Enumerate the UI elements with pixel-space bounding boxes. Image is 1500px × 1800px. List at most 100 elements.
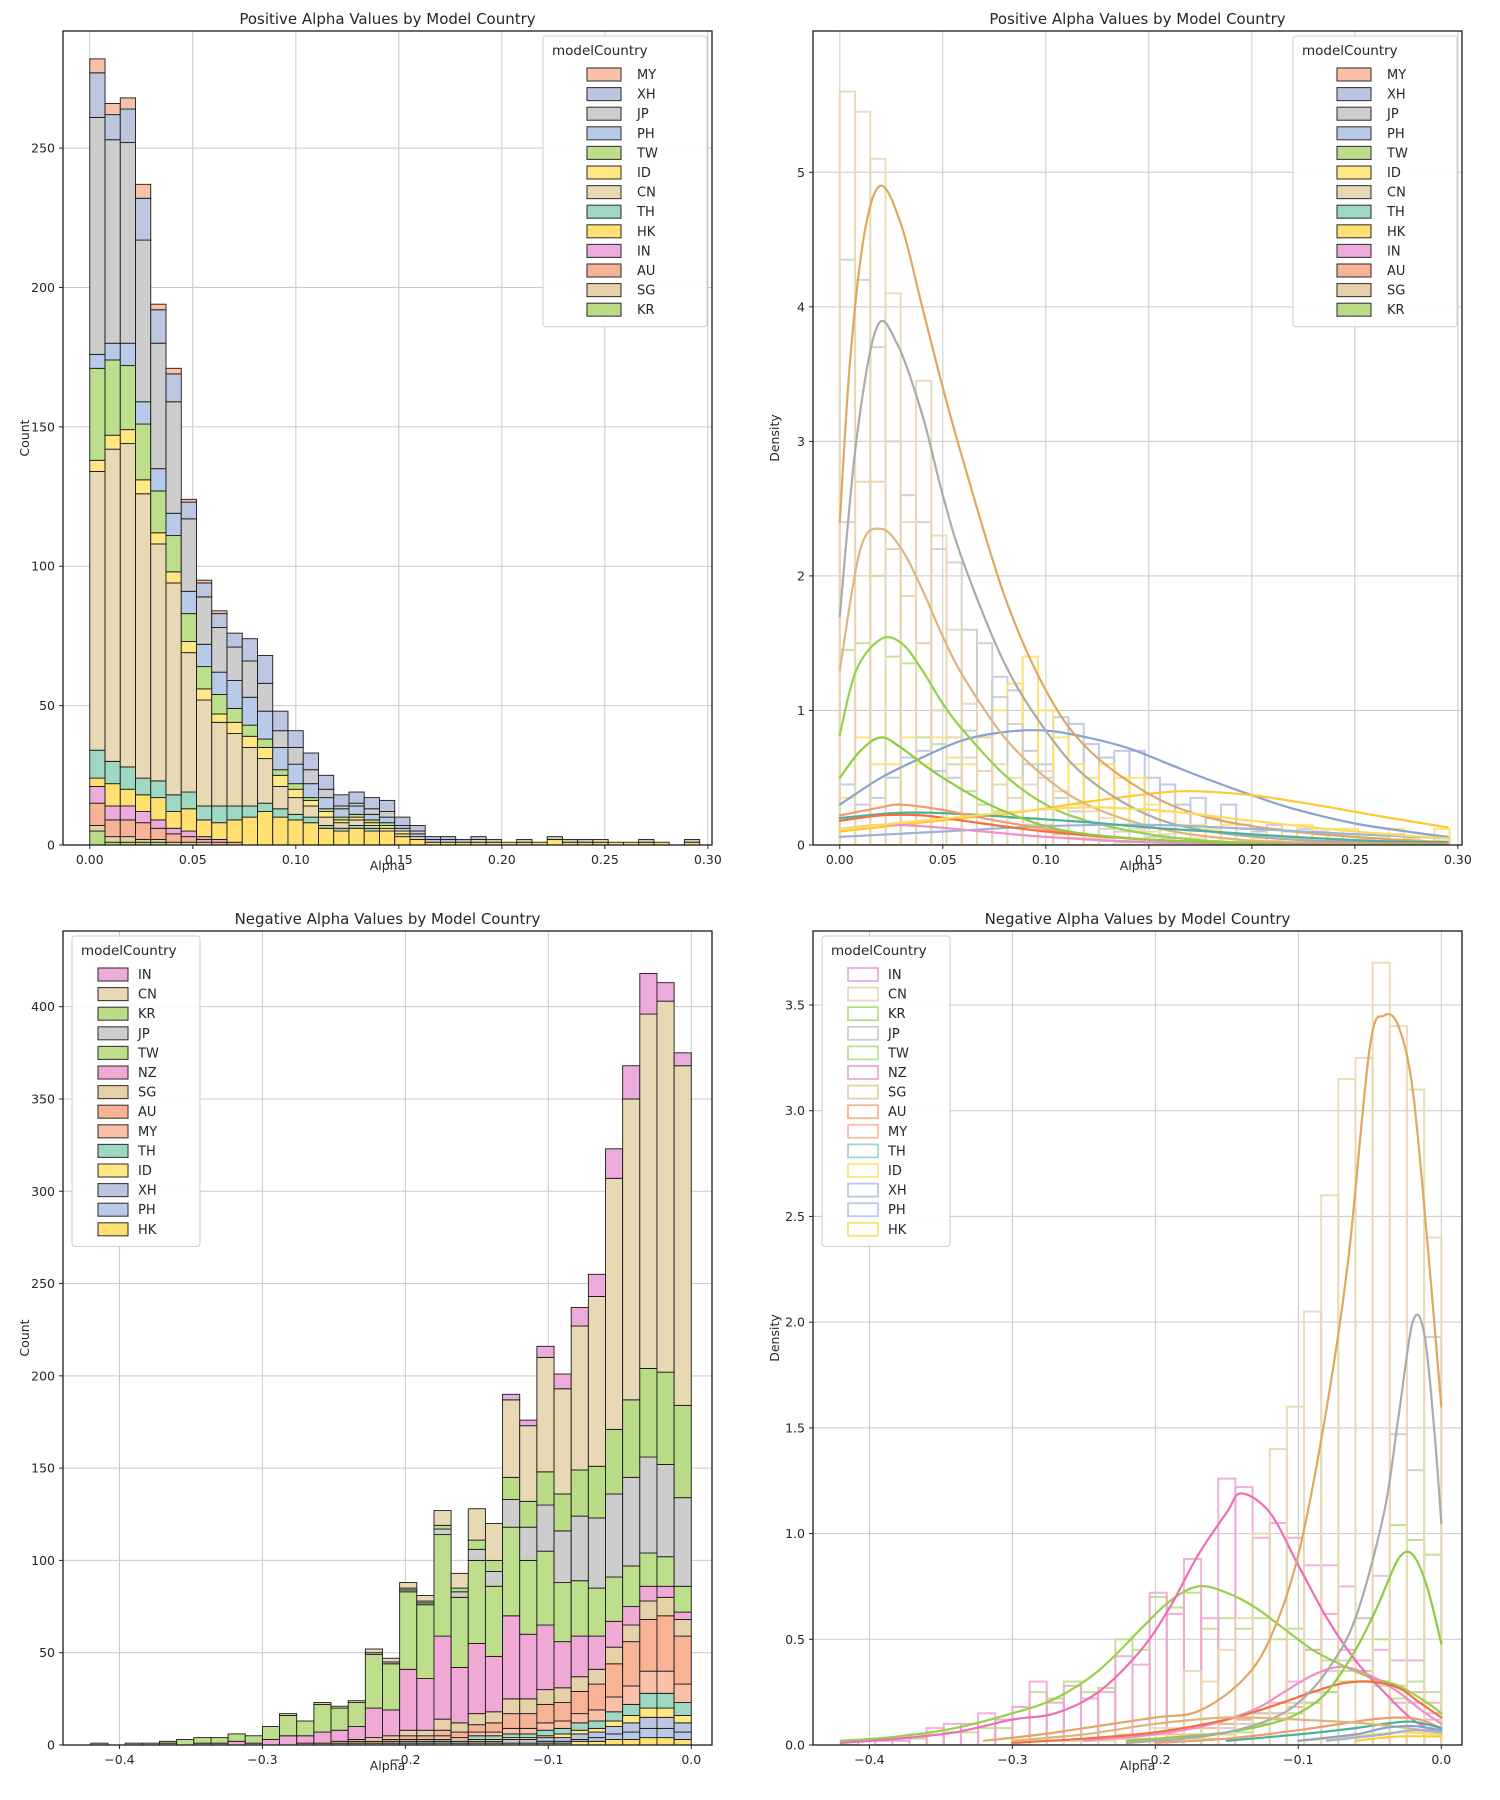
hist-bar-segment <box>673 1731 692 1740</box>
hist-bar-segment <box>622 1685 641 1705</box>
hist-bar-segment <box>89 825 106 832</box>
hist-bar-segment <box>587 1635 606 1670</box>
kde-curve <box>839 1492 1443 1744</box>
hist-bar-segment <box>587 1465 606 1519</box>
hist-bar-segment <box>379 816 396 824</box>
hist-bar-segment <box>287 813 304 821</box>
hist-bar-segment <box>287 819 304 845</box>
hist-bar-segment <box>382 1663 401 1711</box>
hist-bar-segment <box>605 1148 624 1179</box>
legend-label-NZ: NZ <box>138 1066 157 1081</box>
hist-bar-segment <box>104 434 121 450</box>
hist-bar-segment <box>622 1624 641 1643</box>
hist-bar-segment <box>467 1508 486 1541</box>
hist-bar-segment <box>165 582 182 796</box>
hist-bar-segment <box>546 838 563 845</box>
hist-bar-segment <box>519 1500 538 1528</box>
hist-bar-segment <box>622 1703 641 1716</box>
hist-bar-segment <box>89 367 106 461</box>
hist-bar-segment <box>484 1523 504 1561</box>
hist-bar-segment <box>502 1698 521 1715</box>
hist-bar-segment <box>587 1727 606 1733</box>
hist-bar-segment <box>639 1670 658 1694</box>
hist-bar-segment <box>673 1739 692 1745</box>
hist-bar-segment <box>639 1585 658 1602</box>
hist-bar-segment <box>639 1600 658 1620</box>
hist-bar-segment <box>150 342 167 470</box>
hist-bar-segment <box>226 733 243 807</box>
hist-bar-segment <box>165 535 182 573</box>
hist-bar-segment <box>416 1595 435 1602</box>
hist-bar-segment <box>180 830 197 838</box>
hist-bar-segment <box>318 788 335 799</box>
hist-bar-segment <box>241 724 258 737</box>
hist-bar-segment <box>363 797 380 810</box>
hist-bar-segment <box>622 1739 641 1745</box>
x-tick-label: 0.15 <box>385 852 413 867</box>
hist-bar-segment <box>467 1548 486 1561</box>
hist-bar-segment <box>553 1687 572 1703</box>
legend-label-CN: CN <box>637 186 656 201</box>
legend-label-HK: HK <box>138 1223 157 1238</box>
y-tick-label: 300 <box>31 1184 55 1199</box>
legend-label-IN: IN <box>1387 244 1401 259</box>
hist-bar-segment <box>673 1683 692 1703</box>
kde-curve <box>838 184 1449 844</box>
hist-bar-segment <box>196 643 213 668</box>
legend-swatch-MY <box>97 1124 129 1139</box>
hist-bar-segment <box>363 813 380 821</box>
hist-bar-segment <box>622 1606 641 1626</box>
hist-bar-segment <box>180 518 197 592</box>
hist-bar-segment <box>211 822 228 840</box>
hist-bar-segment <box>656 1716 675 1729</box>
hist-bar-segment <box>165 571 182 584</box>
legend-label-PH: PH <box>138 1203 156 1218</box>
hist-bar-segment <box>135 493 152 779</box>
hist-bar-segment <box>536 1689 555 1705</box>
legend-label-PH: PH <box>888 1203 906 1218</box>
hist-bar-segment <box>379 799 396 812</box>
hist-bar-segment <box>196 688 213 701</box>
legend-swatch-PH <box>586 126 622 141</box>
legend-swatch-TH <box>97 1143 129 1158</box>
hist-bar-segment <box>587 1731 606 1739</box>
legend-swatch-NZ <box>847 1065 879 1080</box>
x-tick-label: −0.2 <box>1140 1752 1170 1767</box>
hist-bar-segment <box>150 827 167 840</box>
hist-bar-segment <box>165 373 182 403</box>
hist-bar-segment <box>656 1556 675 1587</box>
hist-bar-segment <box>673 1722 692 1733</box>
hist-bar-segment <box>502 1733 521 1739</box>
hist-bar-segment <box>302 783 319 799</box>
x-tick-label: 0.05 <box>179 852 207 867</box>
hist-bar-segment <box>570 1733 589 1740</box>
legend-label-KR: KR <box>138 1007 156 1022</box>
hist-bar-segment <box>287 746 304 765</box>
hist-bar-segment <box>639 1456 658 1554</box>
hist-bar-segment <box>89 830 106 845</box>
hist-bar-segment <box>433 1528 452 1536</box>
legend-label-MY: MY <box>138 1125 157 1140</box>
legend: modelCountry IN CN KR JP TW NZ SG AU MY TH ID XH PH HK <box>71 935 201 1247</box>
hist-bar-segment <box>318 816 335 826</box>
hist-bar-segment <box>104 836 121 843</box>
hist-bar-segment <box>536 1722 555 1731</box>
legend-label-TH: TH <box>1386 205 1405 220</box>
hist-bar-segment <box>119 788 136 807</box>
hist-bar-segment <box>587 1273 606 1297</box>
hist-bar-segment <box>553 1388 572 1495</box>
hist-bar-segment <box>467 1731 486 1737</box>
hist-bar-segment <box>257 738 274 748</box>
legend-label-SG: SG <box>1387 284 1405 299</box>
hist-bar-segment <box>241 735 258 748</box>
legend-label-ID: ID <box>888 1164 902 1179</box>
legend-title: modelCountry <box>831 943 927 959</box>
hist-bar-segment <box>433 1510 452 1526</box>
hist-bar-segment <box>502 1526 521 1617</box>
y-tick-label: 350 <box>31 1091 55 1106</box>
hist-bar-segment <box>484 1731 504 1737</box>
legend-label-JP: JP <box>137 1027 150 1042</box>
hist-bar-segment <box>605 1663 624 1698</box>
hist-bar-segment <box>570 1722 589 1731</box>
hist-bar-segment <box>272 786 289 810</box>
